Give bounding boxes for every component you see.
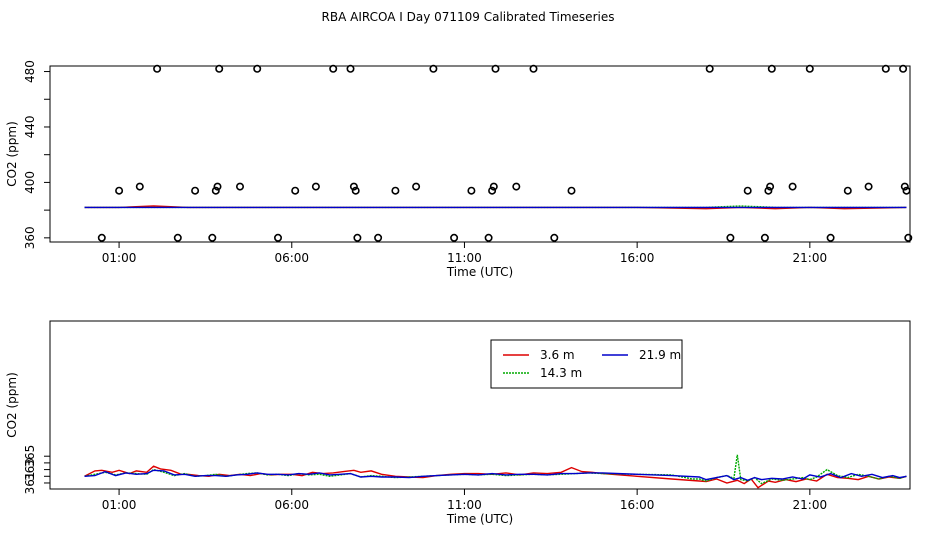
data-point-34 (567, 186, 576, 195)
data-point-4 (153, 64, 162, 73)
data-point-6 (191, 186, 200, 195)
x-axis: 01:00 06:00 11:00 16:00 21:00 Time (UTC) (102, 242, 827, 279)
y-tick-label: 365 (23, 445, 37, 468)
data-point-36 (726, 233, 735, 242)
data-point-27 (484, 233, 493, 242)
data-point-42 (788, 182, 797, 191)
data-point-7 (208, 233, 217, 242)
data-point-13 (273, 233, 282, 242)
data-point-48 (899, 64, 908, 73)
y-axis: 360 400 440 480 CO2 (ppm) (5, 60, 50, 249)
data-point-5 (173, 233, 182, 242)
data-point-24 (429, 64, 438, 73)
y-axis-label: CO2 (ppm) (5, 121, 19, 187)
data-point-17 (346, 64, 355, 73)
data-point-47 (881, 64, 890, 73)
y-tick-label: 363 (23, 458, 37, 481)
data-point-38 (760, 233, 769, 242)
y-axis-label: CO2 (ppm) (5, 372, 19, 438)
legend: 3.6 m 14.3 m 21.9 m (490, 339, 683, 389)
series-line-3 (84, 469, 907, 482)
data-point-32 (529, 64, 538, 73)
data-point-18 (349, 182, 358, 191)
data-point-15 (311, 182, 320, 191)
y-tick-label: 440 (23, 116, 37, 139)
x-axis-label: Time (UTC) (446, 512, 513, 526)
data-point-2 (115, 186, 124, 195)
x-tick-label: 16:00 (620, 251, 655, 265)
data-point-39 (764, 186, 773, 195)
x-tick-label: 11:00 (447, 251, 482, 265)
data-point-33 (550, 233, 559, 242)
figure-title: RBA AIRCOA I Day 071109 Calibrated Times… (322, 10, 615, 24)
x-tick-label: 06:00 (274, 251, 309, 265)
data-point-23 (412, 182, 421, 191)
y-tick-label: 480 (23, 60, 37, 83)
chart-panel-top: 01:00 06:00 11:00 16:00 21:00 Time (UTC) 360 40… (5, 60, 913, 279)
y-tick-label: 360 (23, 226, 37, 249)
data-point-11 (236, 182, 245, 191)
data-point-1 (97, 233, 106, 242)
data-point-41 (767, 64, 776, 73)
data-point-31 (512, 182, 521, 191)
x-axis: 01:00 06:00 11:00 16:00 21:00 Time (UTC) (102, 489, 827, 526)
data-point-10 (215, 64, 224, 73)
legend-label-2: 14.3 m (540, 366, 582, 380)
series-line-1 (84, 465, 907, 489)
x-tick-label: 01:00 (102, 498, 137, 512)
x-tick-label: 21:00 (793, 498, 828, 512)
data-point-8 (211, 186, 220, 195)
series-lines (84, 454, 907, 489)
data-point-26 (467, 186, 476, 195)
plot-frame (49, 320, 911, 490)
x-tick-label: 16:00 (620, 498, 655, 512)
x-tick-label: 06:00 (274, 498, 309, 512)
y-tick-label: 400 (23, 171, 37, 194)
legend-label-3: 21.9 m (639, 348, 681, 362)
data-point-40 (766, 182, 775, 191)
data-point-3 (135, 182, 144, 191)
data-point-30 (491, 64, 500, 73)
data-point-45 (843, 186, 852, 195)
legend-box (490, 339, 683, 389)
data-point-12 (253, 64, 262, 73)
data-point-28 (488, 186, 497, 195)
data-point-25 (450, 233, 459, 242)
legend-label-1: 3.6 m (540, 348, 575, 362)
x-tick-label: 21:00 (793, 251, 828, 265)
data-point-46 (864, 182, 873, 191)
y-tick-label: 361 (23, 472, 37, 495)
data-point-37 (743, 186, 752, 195)
data-point-16 (329, 64, 338, 73)
series-lines (84, 205, 907, 210)
data-point-43 (805, 64, 814, 73)
data-point-21 (374, 233, 383, 242)
data-point-49 (900, 182, 909, 191)
data-point-14 (291, 186, 300, 195)
data-point-35 (705, 64, 714, 73)
outlier-points (97, 64, 913, 242)
data-point-22 (391, 186, 400, 195)
x-axis-label: Time (UTC) (446, 265, 513, 279)
plot-frame (49, 65, 911, 243)
data-point-9 (213, 182, 222, 191)
x-tick-label: 11:00 (447, 498, 482, 512)
data-point-19 (351, 186, 360, 195)
data-point-44 (826, 233, 835, 242)
data-point-20 (353, 233, 362, 242)
data-point-51 (904, 233, 913, 242)
data-point-29 (489, 182, 498, 191)
x-tick-label: 01:00 (102, 251, 137, 265)
